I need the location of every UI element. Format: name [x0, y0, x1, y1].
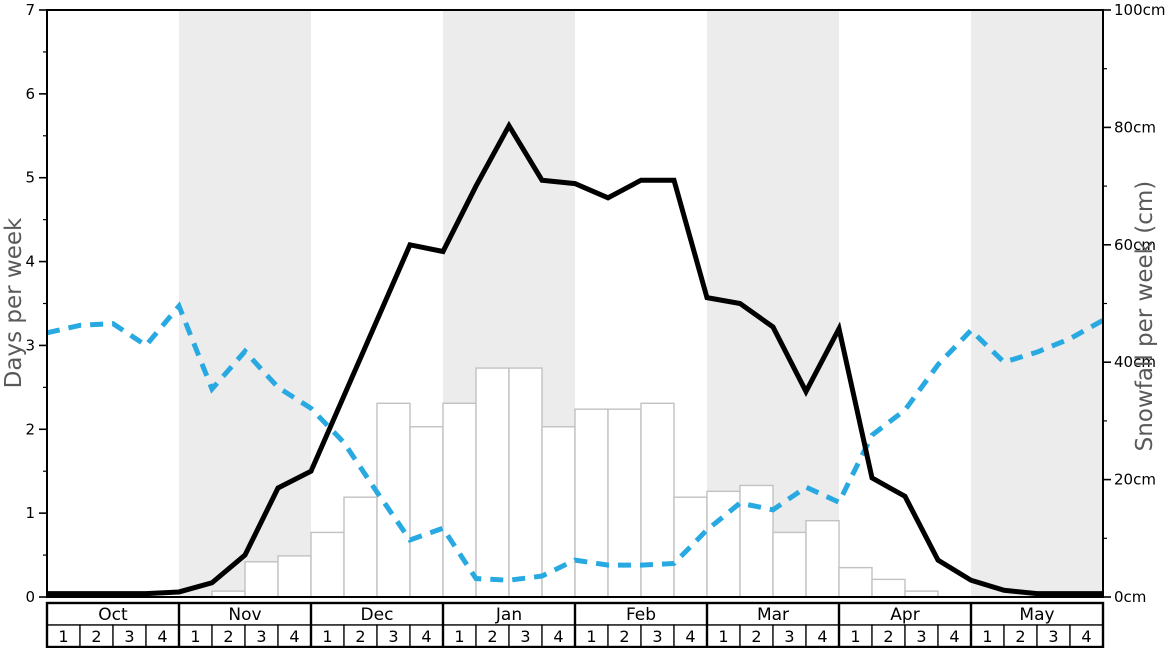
- week-cell-label: 4: [553, 627, 563, 646]
- week-cell-label: 3: [652, 627, 662, 646]
- month-week-table: Oct Nov Dec Jan Feb Mar Apr May 1 2 3 4 1 2 3 4 1 2 3 4 1 2 3 4…: [45, 601, 1105, 648]
- snowfall-bar: [442, 402, 477, 598]
- snowfall-bar: [772, 531, 807, 598]
- snowfall-bar: [640, 402, 675, 598]
- week-cell-label: 2: [487, 627, 497, 646]
- snowfall-bar: [574, 408, 609, 598]
- week-cell-label: 2: [751, 627, 761, 646]
- snowfall-bar: [508, 367, 543, 598]
- right-tick-label: 20cm: [1114, 471, 1156, 489]
- snowfall-bar: [739, 484, 774, 598]
- month-cell-label: May: [1019, 605, 1054, 625]
- month-cell-label: Nov: [228, 605, 261, 625]
- month-cell-label: Jan: [495, 605, 522, 625]
- week-cell-label: 3: [520, 627, 530, 646]
- month-band-nov: [179, 10, 311, 597]
- month-band-may: [971, 10, 1103, 597]
- snowfall-bar: [871, 578, 906, 598]
- left-tick-label: 7: [25, 1, 35, 19]
- week-cell-label: 3: [388, 627, 398, 646]
- snowfall-bar: [244, 561, 279, 598]
- week-cell-label: 4: [157, 627, 167, 646]
- week-cell-label: 1: [58, 627, 68, 646]
- snowfall-bar: [673, 496, 708, 598]
- snowfall-bar: [805, 519, 840, 598]
- week-cell-label: 4: [1081, 627, 1091, 646]
- left-tick-label: 4: [25, 253, 35, 271]
- month-cell-label: Feb: [626, 605, 656, 625]
- month-cell-label: Dec: [361, 605, 394, 625]
- right-axis-title: Snowfall per week (cm): [1132, 181, 1158, 452]
- week-cell-label: 3: [916, 627, 926, 646]
- right-tick-label: 40cm: [1114, 353, 1156, 371]
- week-cell-label: 1: [586, 627, 596, 646]
- snowfall-bars-layer: [211, 367, 939, 598]
- blue-dashed-line: [46, 301, 1105, 583]
- week-cell-label: 1: [850, 627, 860, 646]
- month-shading-layer: [179, 10, 1103, 597]
- week-cell-label: 1: [190, 627, 200, 646]
- right-tick-label: 100cm: [1114, 1, 1166, 19]
- snowfall-bar: [310, 531, 345, 598]
- week-cell-label: 1: [322, 627, 332, 646]
- week-cell-label: 4: [685, 627, 695, 646]
- snowfall-bar: [607, 408, 642, 598]
- axes-layer: 0 1 2 3 4 5 6 7 0cm 20cm 40cm 60cm 80cm 100cm: [25, 1, 1165, 606]
- snowfall-bar: [376, 402, 411, 598]
- left-tick-label: 5: [25, 169, 35, 187]
- left-tick-label: 2: [25, 420, 35, 438]
- black-solid-line: [47, 120, 1103, 597]
- week-cell-label: 4: [949, 627, 959, 646]
- week-cell-label: 2: [883, 627, 893, 646]
- month-cell-label: Apr: [890, 605, 919, 625]
- week-cell-label: 2: [223, 627, 233, 646]
- week-cell-label: 2: [619, 627, 629, 646]
- week-cell-label: 2: [355, 627, 365, 646]
- snowfall-bar: [277, 555, 312, 598]
- snowfall-bar: [475, 367, 510, 598]
- left-tick-label: 3: [25, 336, 35, 354]
- snowfall-bar: [409, 426, 444, 598]
- month-cell-label: Mar: [757, 605, 789, 625]
- week-cell-label: 3: [784, 627, 794, 646]
- week-cell-label: 4: [421, 627, 431, 646]
- week-cell-label: 2: [91, 627, 101, 646]
- week-cell-label: 1: [454, 627, 464, 646]
- week-cell-label: 3: [1048, 627, 1058, 646]
- left-tick-label: 6: [25, 85, 35, 103]
- right-tick-label: 60cm: [1114, 236, 1156, 254]
- week-cell-label: 4: [289, 627, 299, 646]
- week-cell-label: 3: [124, 627, 134, 646]
- snowfall-bar: [541, 426, 576, 598]
- table-border: [45, 601, 1105, 648]
- week-cell-label: 1: [982, 627, 992, 646]
- right-tick-label: 0cm: [1114, 588, 1146, 606]
- left-tick-label: 1: [25, 504, 35, 522]
- week-cell-label: 1: [718, 627, 728, 646]
- week-cell-label: 2: [1015, 627, 1025, 646]
- month-cell-label: Oct: [98, 605, 128, 625]
- left-tick-label: 0: [25, 588, 35, 606]
- left-axis-title: Days per week: [1, 217, 27, 388]
- snowfall-bar: [838, 566, 873, 598]
- lines-layer: [46, 120, 1105, 597]
- week-cell-label: 3: [256, 627, 266, 646]
- week-cell-label: 4: [817, 627, 827, 646]
- right-tick-label: 80cm: [1114, 118, 1156, 136]
- snowfall-bar: [343, 496, 378, 598]
